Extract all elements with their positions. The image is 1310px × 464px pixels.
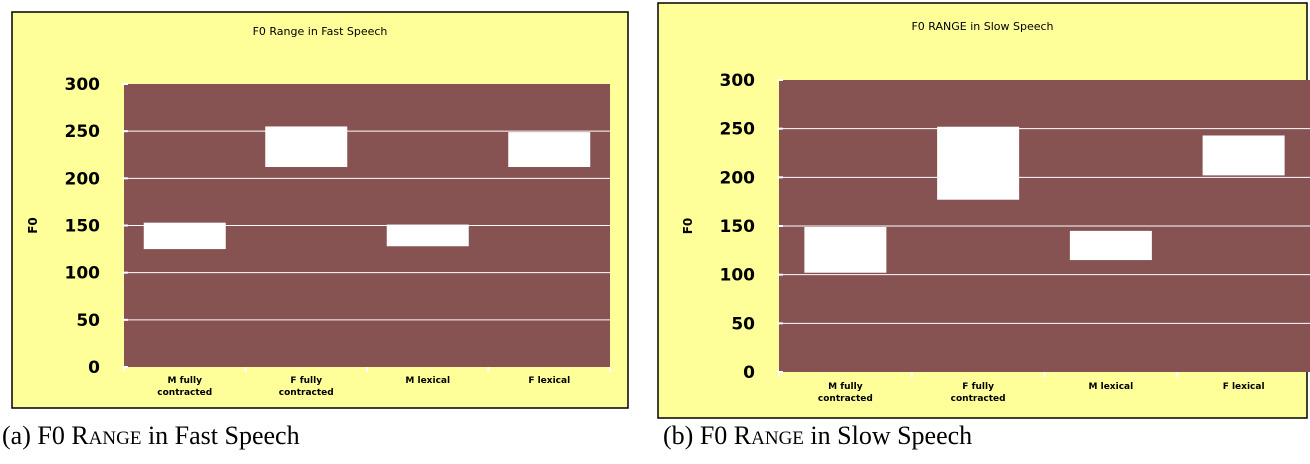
chart-fast-speech: F0 Range in Fast Speech 0 50 100 150 200 250 30…: [0, 0, 650, 420]
category-label: contracted: [157, 388, 212, 398]
y-tick-label: 250: [65, 122, 101, 142]
caption-slow-suffix: in Slow Speech: [803, 421, 973, 450]
caption-slow-speech: (b) F0 RANGE in Slow Speech: [663, 421, 972, 454]
chart-svg: F0 Range in Fast Speech 0 50 100 150 200 250 30…: [11, 11, 629, 409]
category-label: M lexical: [1089, 382, 1134, 392]
category-label: M fully: [168, 376, 203, 386]
category-label: contracted: [951, 394, 1006, 404]
y-tick-label: 150: [720, 217, 756, 237]
y-axis-label: F0: [26, 217, 40, 234]
caption-fast-speech: (a) F0 RANGE in Fast Speech: [2, 421, 300, 454]
category-label: F fully: [962, 382, 994, 392]
range-bar: [937, 126, 1020, 200]
category-label: F lexical: [528, 376, 570, 386]
category-label: contracted: [279, 388, 334, 398]
category-label: F fully: [290, 376, 322, 386]
range-bar: [508, 132, 591, 168]
chart-slow-speech: F0 RANGE in Slow Speech 0 50 100 150 200 250 30…: [655, 0, 1310, 420]
caption-slow-smallcaps: ANGE: [751, 428, 804, 449]
category-label: F lexical: [1223, 382, 1265, 392]
y-tick-label: 200: [720, 168, 756, 188]
y-tick-label: 50: [731, 314, 755, 334]
chart-title: F0 RANGE in Slow Speech: [911, 20, 1053, 33]
y-tick-label: 0: [743, 363, 755, 383]
caption-fast-suffix: in Fast Speech: [141, 421, 300, 450]
range-bar: [1202, 135, 1285, 176]
y-tick-label: 300: [720, 71, 756, 91]
chart-svg: F0 RANGE in Slow Speech 0 50 100 150 200 250 30…: [657, 2, 1310, 419]
category-label: M fully: [828, 382, 863, 392]
chart-title: F0 Range in Fast Speech: [253, 25, 388, 38]
range-bar: [265, 126, 348, 168]
caption-fast-smallcaps: ANGE: [88, 428, 142, 449]
range-bar: [804, 226, 887, 273]
caption-slow-prefix: (b) F0 R: [663, 421, 752, 450]
y-tick-label: 150: [65, 217, 101, 237]
y-tick-label: 100: [65, 264, 101, 284]
category-label: M lexical: [405, 376, 450, 386]
y-tick-label: 0: [88, 358, 100, 378]
y-tick-label: 50: [76, 311, 100, 331]
range-bar: [386, 224, 469, 247]
caption-fast-prefix: (a) F0 R: [2, 421, 89, 450]
y-tick-label: 300: [65, 75, 101, 95]
range-bar: [143, 222, 226, 250]
y-axis-label: F0: [681, 218, 695, 235]
y-tick-label: 100: [720, 266, 756, 286]
y-tick-label: 250: [720, 120, 756, 140]
y-tick-label: 200: [65, 169, 101, 189]
category-label: contracted: [818, 394, 873, 404]
range-bar: [1069, 230, 1152, 261]
